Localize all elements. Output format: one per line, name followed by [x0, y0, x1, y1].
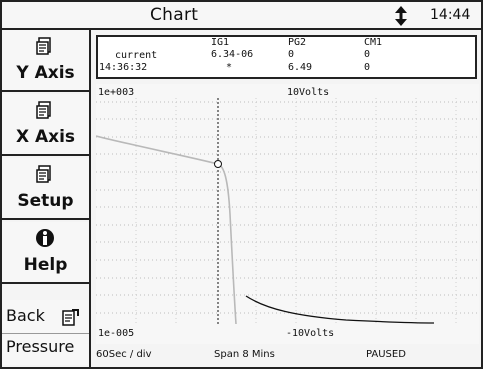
- x-scale-label: 60Sec / div: [96, 349, 152, 360]
- chart-canvas: [96, 98, 479, 325]
- document-icon: [35, 36, 55, 56]
- screen-title: Chart: [150, 5, 199, 25]
- ig1-current-value: 6.34-06: [211, 49, 254, 60]
- up-down-arrow-icon[interactable]: [394, 6, 408, 26]
- ig1-header: IG1: [211, 37, 230, 48]
- info-icon: [35, 228, 55, 248]
- setup-label: Setup: [17, 191, 74, 211]
- back-divider: [2, 333, 89, 334]
- back-label: Back: [6, 306, 45, 325]
- cursor-marker: [214, 160, 222, 168]
- clock: 14:44: [430, 7, 471, 23]
- chart-plot[interactable]: 1e+003 10Volts 1e-005 -10Volts: [96, 84, 479, 344]
- state-label: PAUSED: [366, 349, 406, 360]
- pressure-label: Pressure: [6, 337, 75, 356]
- pg2-header: PG2: [288, 37, 307, 48]
- pg2-cursor-value: 6.49: [288, 62, 313, 73]
- document-return-icon: [60, 308, 80, 328]
- readings-panel: current 14:36:32 IG1 6.34-06 * PG2 0 6.4…: [96, 35, 477, 79]
- help-button[interactable]: Help: [2, 222, 89, 284]
- right-axis-bottom-label: -10Volts: [286, 328, 335, 339]
- y-bottom-label: 1e-005: [98, 328, 135, 339]
- back-pressure-button[interactable]: Back Pressure: [2, 300, 89, 365]
- pg2-current-value: 0: [288, 49, 295, 60]
- y-axis-button[interactable]: Y Axis: [2, 30, 89, 92]
- right-axis-top-label: 10Volts: [287, 87, 330, 98]
- pg2-trace: [245, 295, 435, 324]
- document-icon: [35, 100, 55, 120]
- setup-button[interactable]: Setup: [2, 158, 89, 220]
- x-axis-button[interactable]: X Axis: [2, 94, 89, 156]
- title-bar: Chart 14:44: [2, 2, 481, 30]
- y-top-label: 1e+003: [98, 87, 135, 98]
- current-row-label: current: [115, 50, 158, 61]
- document-icon: [35, 164, 55, 184]
- ig1-cursor-value: *: [226, 62, 233, 73]
- cm1-current-value: 0: [364, 49, 371, 60]
- x-axis-label: X Axis: [15, 127, 76, 147]
- cursor-time-label: 14:36:32: [99, 62, 148, 73]
- y-axis-label: Y Axis: [16, 63, 75, 83]
- span-label: Span 8 Mins: [214, 349, 275, 360]
- status-bar: 60Sec / div Span 8 Mins PAUSED: [96, 345, 479, 365]
- sidebar: Y Axis X Axis Setup: [2, 30, 91, 367]
- cm1-header: CM1: [364, 37, 383, 48]
- help-label: Help: [23, 255, 68, 275]
- ig1-trace: [96, 135, 237, 325]
- cm1-cursor-value: 0: [364, 62, 371, 73]
- gridlines: [96, 101, 479, 314]
